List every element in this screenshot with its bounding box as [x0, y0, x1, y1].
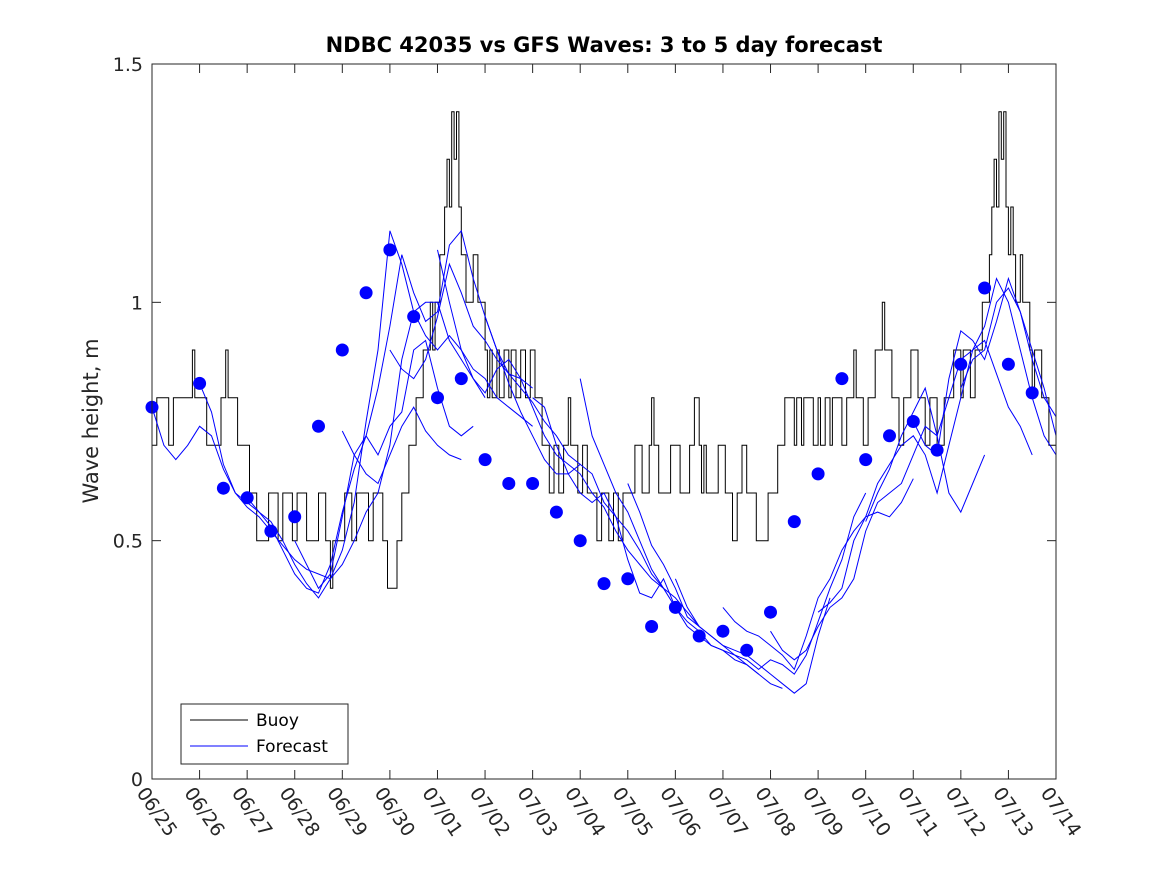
- forecast-series-line-17: [960, 287, 1057, 417]
- forecast-series-line-0: [151, 301, 486, 580]
- legend-label-forecast: Forecast: [256, 737, 328, 757]
- forecast-series-line-6: [437, 249, 664, 589]
- forecast-series-line-12: [722, 478, 914, 671]
- forecast-point-7: [335, 343, 349, 357]
- forecast-point-35: [1001, 357, 1015, 371]
- y-tick-label: 0.5: [113, 531, 143, 553]
- buoy-series-line: [152, 111, 1056, 589]
- forecast-point-16: [549, 505, 563, 519]
- forecast-series-line-10: [627, 483, 831, 694]
- y-axis-label: Wave height, m: [79, 338, 103, 503]
- forecast-point-19: [621, 572, 635, 586]
- axes-box: [151, 63, 1057, 780]
- forecast-point-20: [645, 620, 659, 633]
- forecast-point-5: [288, 510, 302, 524]
- forecast-point-26: [787, 515, 801, 529]
- forecast-point-2: [216, 481, 230, 495]
- forecast-point-11: [431, 391, 444, 405]
- forecast-series-line-9: [579, 378, 783, 689]
- forecast-series-line-3: [294, 339, 474, 590]
- y-tick-label: 1.5: [113, 54, 143, 76]
- forecast-point-31: [906, 415, 920, 428]
- forecast-point-30: [883, 429, 896, 443]
- forecast-point-34: [978, 281, 992, 295]
- forecast-point-9: [383, 243, 397, 257]
- forecast-series-line-11: [674, 492, 867, 675]
- forecast-point-17: [573, 534, 587, 548]
- forecast-point-28: [835, 372, 849, 386]
- forecast-point-23: [716, 624, 730, 638]
- forecast-point-36: [1025, 386, 1039, 400]
- forecast-series-line-14: [817, 339, 1033, 613]
- series-layer: [145, 111, 1057, 694]
- forecast-series-line-5: [389, 262, 581, 465]
- forecast-point-13: [478, 453, 492, 467]
- chart-title: NDBC 42035 vs GFS Waves: 3 to 5 day fore…: [326, 33, 883, 57]
- legend-box: [180, 703, 349, 765]
- plot-area: [152, 64, 1056, 779]
- y-tick-label: 0: [131, 769, 143, 791]
- forecast-point-8: [359, 286, 373, 300]
- forecast-series-line-13: [770, 425, 986, 661]
- forecast-point-29: [859, 453, 873, 467]
- forecast-point-6: [312, 419, 325, 433]
- forecast-point-33: [954, 357, 968, 371]
- legend: Buoy Forecast: [180, 703, 349, 765]
- y-tick-label: 1: [131, 292, 143, 314]
- forecast-point-3: [240, 491, 254, 505]
- forecast-series-line-2: [246, 230, 533, 599]
- forecast-point-18: [597, 577, 611, 591]
- forecast-point-25: [764, 605, 777, 619]
- forecast-point-14: [502, 477, 516, 490]
- forecast-point-15: [526, 477, 540, 490]
- forecast-series-line-4: [341, 406, 462, 485]
- forecast-point-12: [454, 372, 468, 386]
- forecast-point-32: [930, 443, 944, 457]
- forecast-point-24: [740, 643, 754, 657]
- forecast-point-27: [811, 467, 825, 481]
- forecast-point-21: [668, 600, 682, 614]
- forecast-point-1: [193, 376, 207, 390]
- forecast-point-10: [407, 310, 421, 324]
- forecast-point-4: [264, 524, 278, 538]
- legend-label-buoy: Buoy: [256, 711, 299, 731]
- forecast-point-22: [692, 629, 706, 643]
